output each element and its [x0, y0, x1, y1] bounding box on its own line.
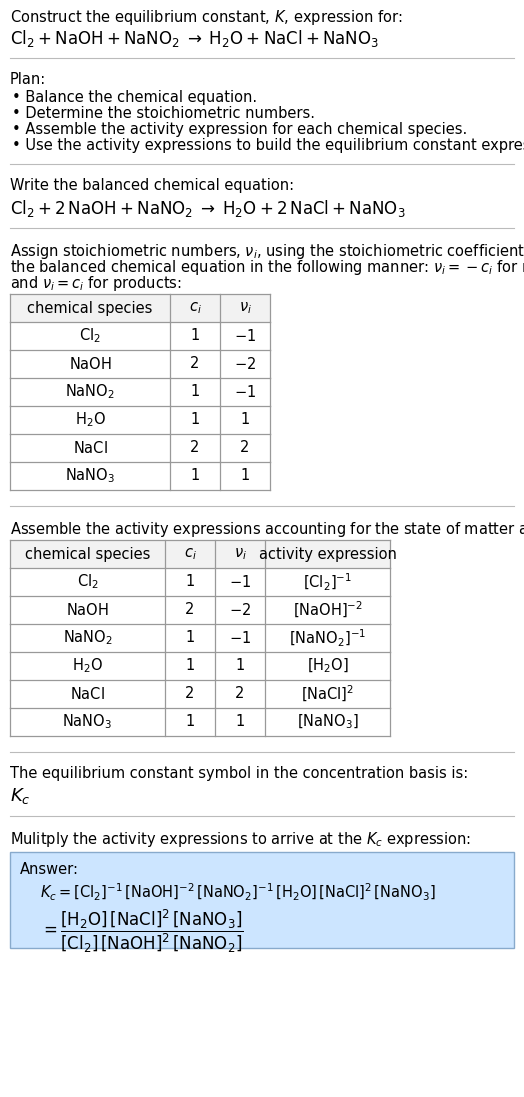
Text: $\nu_i$: $\nu_i$: [234, 546, 246, 562]
Text: $[\mathrm{NaNO_2}]^{-1}$: $[\mathrm{NaNO_2}]^{-1}$: [289, 627, 366, 648]
Text: $\mathrm{NaNO_3}$: $\mathrm{NaNO_3}$: [62, 713, 113, 732]
Text: $c_i$: $c_i$: [183, 546, 196, 562]
Text: • Determine the stoichiometric numbers.: • Determine the stoichiometric numbers.: [12, 106, 315, 121]
Text: 2: 2: [235, 687, 245, 701]
Text: $K_c$: $K_c$: [10, 785, 30, 806]
Text: 2: 2: [190, 357, 200, 372]
Text: 1: 1: [190, 328, 200, 343]
Text: 2: 2: [190, 441, 200, 455]
Text: $-2$: $-2$: [229, 602, 251, 618]
Text: $[\mathrm{Cl_2}]^{-1}$: $[\mathrm{Cl_2}]^{-1}$: [303, 572, 352, 592]
Text: $\mathrm{Cl_2 + NaOH + NaNO_2 \;\rightarrow\; H_2O + NaCl + NaNO_3}$: $\mathrm{Cl_2 + NaOH + NaNO_2 \;\rightar…: [10, 29, 379, 49]
Text: 1: 1: [185, 714, 194, 730]
Text: 1: 1: [190, 468, 200, 484]
Text: $-2$: $-2$: [234, 357, 256, 372]
Text: 1: 1: [241, 412, 249, 428]
Text: $= \dfrac{[\mathrm{H_2O}]\,[\mathrm{NaCl}]^2\,[\mathrm{NaNO_3}]}{[\mathrm{Cl_2}]: $= \dfrac{[\mathrm{H_2O}]\,[\mathrm{NaCl…: [40, 908, 244, 955]
Text: Plan:: Plan:: [10, 72, 46, 87]
Text: 1: 1: [235, 714, 245, 730]
Text: 2: 2: [185, 687, 195, 701]
Text: 2: 2: [185, 602, 195, 618]
Text: $[\mathrm{NaOH}]^{-2}$: $[\mathrm{NaOH}]^{-2}$: [292, 600, 363, 620]
Text: Write the balanced chemical equation:: Write the balanced chemical equation:: [10, 178, 294, 193]
Text: $\mathrm{NaCl}$: $\mathrm{NaCl}$: [70, 686, 105, 702]
Text: $-1$: $-1$: [229, 574, 251, 590]
Text: $[\mathrm{H_2O}]$: $[\mathrm{H_2O}]$: [307, 657, 348, 675]
Text: • Use the activity expressions to build the equilibrium constant expression.: • Use the activity expressions to build …: [12, 138, 524, 152]
Text: 1: 1: [235, 658, 245, 674]
Text: chemical species: chemical species: [27, 301, 152, 316]
Text: activity expression: activity expression: [258, 546, 397, 562]
Text: Assemble the activity expressions accounting for the state of matter and $\nu_i$: Assemble the activity expressions accoun…: [10, 520, 524, 539]
Text: 1: 1: [185, 575, 194, 589]
Text: Assign stoichiometric numbers, $\nu_i$, using the stoichiometric coefficients, $: Assign stoichiometric numbers, $\nu_i$, …: [10, 242, 524, 261]
Text: 1: 1: [241, 468, 249, 484]
Text: $-1$: $-1$: [229, 630, 251, 646]
Text: $\mathrm{Cl_2}$: $\mathrm{Cl_2}$: [77, 573, 99, 591]
Text: $[\mathrm{NaNO_3}]$: $[\mathrm{NaNO_3}]$: [297, 713, 358, 732]
Text: 2: 2: [241, 441, 250, 455]
Text: $\mathrm{H_2O}$: $\mathrm{H_2O}$: [72, 657, 103, 676]
Text: $\mathrm{NaCl}$: $\mathrm{NaCl}$: [72, 440, 107, 456]
Text: $-1$: $-1$: [234, 328, 256, 344]
Text: and $\nu_i = c_i$ for products:: and $\nu_i = c_i$ for products:: [10, 274, 182, 293]
Bar: [10, 294, 270, 323]
Text: $K_c = [\mathrm{Cl_2}]^{-1}\,[\mathrm{NaOH}]^{-2}\,[\mathrm{NaNO_2}]^{-1}\,[\mat: $K_c = [\mathrm{Cl_2}]^{-1}\,[\mathrm{Na…: [40, 882, 435, 903]
FancyBboxPatch shape: [10, 852, 514, 948]
Text: $\mathrm{Cl_2}$: $\mathrm{Cl_2}$: [79, 327, 101, 346]
Text: Mulitply the activity expressions to arrive at the $K_c$ expression:: Mulitply the activity expressions to arr…: [10, 830, 471, 849]
Text: The equilibrium constant symbol in the concentration basis is:: The equilibrium constant symbol in the c…: [10, 766, 468, 781]
Text: • Assemble the activity expression for each chemical species.: • Assemble the activity expression for e…: [12, 122, 467, 137]
Text: Answer:: Answer:: [20, 862, 79, 877]
Text: Construct the equilibrium constant, $K$, expression for:: Construct the equilibrium constant, $K$,…: [10, 8, 402, 27]
Text: $-1$: $-1$: [234, 384, 256, 400]
Text: 1: 1: [185, 631, 194, 645]
Text: $\mathrm{NaNO_2}$: $\mathrm{NaNO_2}$: [62, 629, 113, 647]
Text: the balanced chemical equation in the following manner: $\nu_i = -c_i$ for react: the balanced chemical equation in the fo…: [10, 258, 524, 278]
Text: $\mathrm{H_2O}$: $\mathrm{H_2O}$: [74, 410, 105, 429]
Text: chemical species: chemical species: [25, 546, 150, 562]
Bar: [10, 540, 390, 568]
Text: $\mathrm{NaNO_3}$: $\mathrm{NaNO_3}$: [65, 466, 115, 485]
Text: $\mathrm{NaOH}$: $\mathrm{NaOH}$: [66, 602, 109, 618]
Text: 1: 1: [190, 385, 200, 399]
Text: $\mathrm{Cl_2 + 2\,NaOH + NaNO_2 \;\rightarrow\; H_2O + 2\,NaCl + NaNO_3}$: $\mathrm{Cl_2 + 2\,NaOH + NaNO_2 \;\righ…: [10, 197, 406, 219]
Text: $\nu_i$: $\nu_i$: [238, 301, 252, 316]
Text: $\mathrm{NaNO_2}$: $\mathrm{NaNO_2}$: [65, 383, 115, 402]
Text: $c_i$: $c_i$: [189, 301, 201, 316]
Text: 1: 1: [190, 412, 200, 428]
Text: $\mathrm{NaOH}$: $\mathrm{NaOH}$: [69, 357, 112, 372]
Text: 1: 1: [185, 658, 194, 674]
Text: $[\mathrm{NaCl}]^2$: $[\mathrm{NaCl}]^2$: [301, 683, 354, 704]
Text: • Balance the chemical equation.: • Balance the chemical equation.: [12, 90, 257, 105]
